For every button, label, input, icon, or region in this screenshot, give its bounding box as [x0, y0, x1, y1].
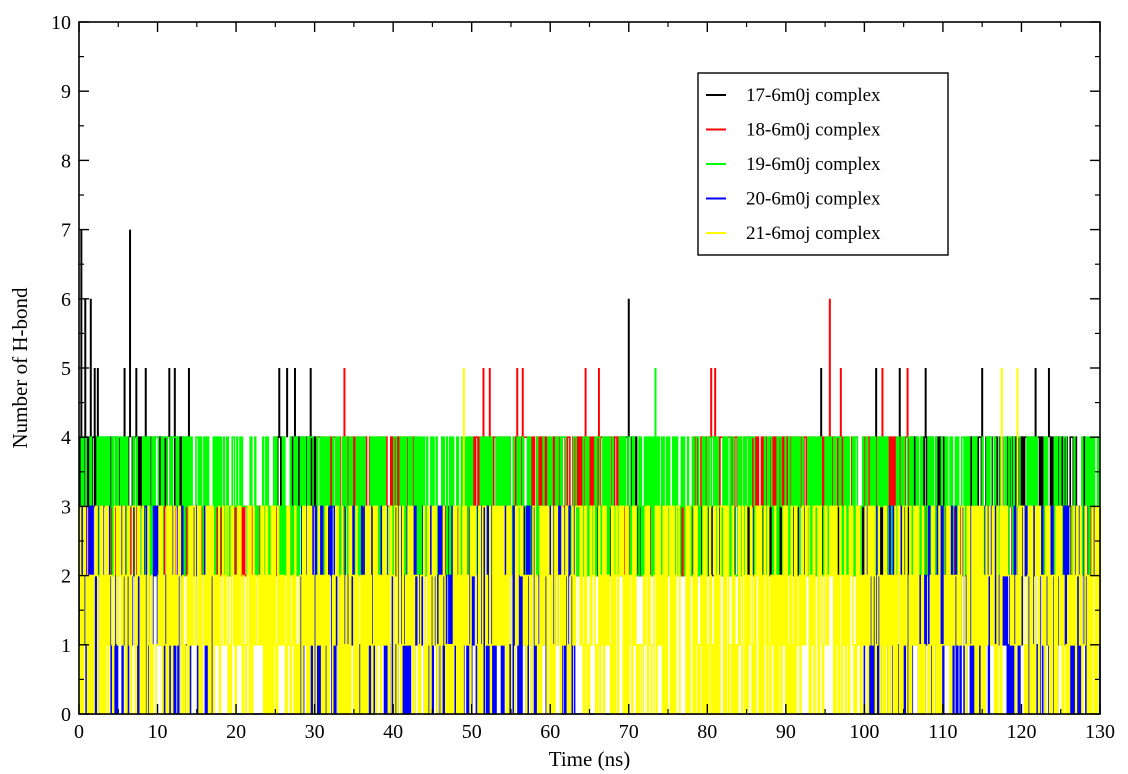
y-axis-label: Number of H-bond [8, 287, 32, 448]
x-tick-label: 80 [697, 721, 717, 743]
y-tick-label: 10 [51, 12, 71, 34]
x-tick-label: 100 [849, 721, 879, 743]
legend-label-4: 20-6m0j complex [746, 189, 881, 210]
x-tick-label: 90 [776, 721, 796, 743]
legend-label-2: 18-6m0j complex [746, 120, 881, 141]
y-tick-label: 6 [61, 289, 71, 311]
legend-label-3: 19-6m0j complex [746, 154, 881, 175]
x-tick-label: 0 [74, 721, 84, 743]
legend: 17-6m0j complex 18-6m0j complex 19-6m0j co… [697, 72, 949, 256]
x-tick-label: 30 [305, 721, 325, 743]
series-line-5 [79, 505, 1101, 715]
y-tick-label: 2 [61, 566, 71, 588]
y-tick-label: 5 [61, 358, 71, 380]
x-tick-label: 70 [619, 721, 639, 743]
y-tick-label: 3 [61, 496, 71, 518]
y-tick-label: 0 [61, 704, 71, 726]
x-tick-label: 60 [540, 721, 560, 743]
x-tick-label: 40 [383, 721, 403, 743]
legend-box [697, 72, 949, 256]
x-tick-label: 20 [226, 721, 246, 743]
x-tick-label: 110 [928, 721, 957, 743]
axes: 0 10 20 30 40 50 60 70 80 90 100 110 120 130 0 1 2 3 4 5 6 7 8… [51, 12, 1115, 743]
x-axis-label: Time (ns) [549, 747, 631, 771]
x-tick-label: 50 [462, 721, 482, 743]
y-tick-label: 4 [61, 427, 71, 449]
y-tick-label: 1 [61, 635, 71, 657]
y-tick-label: 8 [61, 150, 71, 172]
legend-label-1: 17-6m0j complex [746, 85, 881, 106]
x-tick-label: 120 [1006, 721, 1036, 743]
y-tick-label: 9 [61, 81, 71, 103]
x-tick-label: 10 [148, 721, 168, 743]
legend-label-5: 21-6moj complex [746, 223, 881, 244]
x-tick-label: 130 [1085, 721, 1115, 743]
y-tick-label: 7 [61, 220, 71, 242]
